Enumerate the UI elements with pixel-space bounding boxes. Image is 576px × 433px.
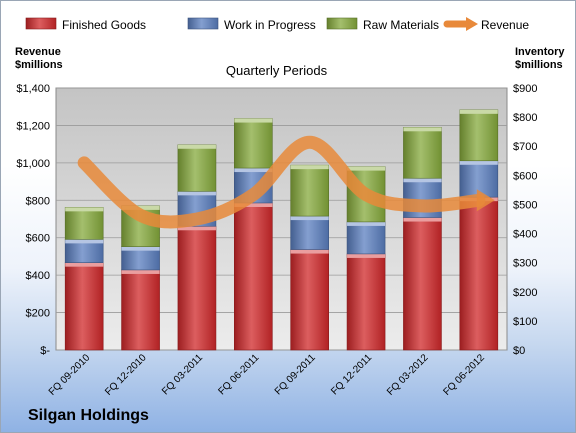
- category-label: FQ 12-2010: [103, 352, 149, 398]
- bar-top-highlight: [121, 269, 160, 274]
- bar-top-highlight: [177, 191, 216, 196]
- legend-label: Finished Goods: [62, 18, 146, 32]
- legend-label: Work in Progress: [224, 18, 316, 32]
- category-label: FQ 09-2011: [273, 352, 318, 397]
- left-tick-label: $600: [26, 233, 50, 245]
- bar-top-highlight: [234, 168, 273, 173]
- right-tick-label: $600: [513, 170, 537, 182]
- legend-swatch: [25, 17, 57, 30]
- bar-top-highlight: [403, 217, 442, 222]
- left-tick-label: $1,200: [16, 120, 50, 132]
- bar-raw-materials: [290, 164, 329, 217]
- bar-top-highlight: [121, 246, 160, 251]
- legend-label: Raw Materials: [363, 18, 439, 32]
- bar-work-in-progress: [346, 221, 386, 255]
- bar-finished-goods: [177, 225, 217, 351]
- right-axis-title: Inventory $millions: [515, 46, 565, 72]
- bar-finished-goods: [121, 269, 160, 351]
- revenue-line: [77, 135, 486, 229]
- category-label: FQ 03-2012: [385, 352, 431, 398]
- right-tick-label: $300: [513, 258, 537, 270]
- bar-top-highlight: [290, 216, 329, 221]
- bar-finished-goods: [290, 249, 329, 351]
- legend-swatch: [187, 17, 219, 30]
- bar-finished-goods: [403, 217, 442, 351]
- right-tick-label: $100: [513, 316, 537, 328]
- bar-raw-materials: [64, 207, 104, 240]
- left-tick-label: $1,400: [16, 83, 50, 95]
- bar-work-in-progress: [290, 215, 329, 250]
- bar-top-highlight: [177, 144, 216, 149]
- category-label: FQ 06-2012: [441, 352, 487, 398]
- left-axis-title-line1: Revenue: [15, 46, 61, 58]
- revenue-arrowhead: [476, 189, 495, 212]
- company-name: Silgan Holdings: [28, 407, 149, 424]
- legend-swatch-arrow: [466, 17, 478, 31]
- right-axis-title-line1: Inventory: [515, 46, 565, 58]
- bar-top-highlight: [234, 202, 273, 207]
- legend-swatch: [326, 17, 358, 30]
- category-label: FQ 06-2011: [216, 352, 261, 397]
- left-axis-title-line2: $millions: [15, 59, 63, 71]
- bar-finished-goods: [234, 202, 273, 351]
- bar-top-highlight: [290, 249, 329, 254]
- right-tick-label: $500: [513, 199, 537, 211]
- right-tick-label: $900: [513, 83, 537, 95]
- left-tick-label: $800: [26, 195, 50, 207]
- right-axis-title-line2: $millions: [515, 59, 563, 71]
- chart-title: Quarterly Periods: [226, 63, 328, 78]
- category-label: FQ 09-2010: [47, 352, 93, 398]
- left-tick-label: $200: [26, 308, 50, 320]
- bar-finished-goods: [346, 253, 386, 351]
- left-axis-title: Revenue $millions: [15, 46, 63, 72]
- bar-top-highlight: [347, 253, 386, 258]
- bar-top-highlight: [403, 127, 442, 132]
- left-tick-label: $-: [40, 345, 50, 357]
- category-label: FQ 03-2011: [160, 352, 205, 397]
- bar-finished-goods: [64, 262, 104, 351]
- bar-raw-materials: [403, 127, 442, 179]
- right-tick-label: $800: [513, 112, 537, 124]
- right-tick-label: $700: [513, 141, 537, 153]
- left-tick-label: $1,000: [16, 158, 50, 170]
- category-label: FQ 12-2011: [329, 352, 374, 397]
- bar-top-highlight: [65, 239, 104, 244]
- legend-label: Revenue: [481, 18, 529, 32]
- right-tick-label: $0: [513, 345, 525, 357]
- bar-top-highlight: [65, 207, 104, 212]
- bar-top-highlight: [65, 262, 104, 267]
- bar-top-highlight: [459, 109, 498, 114]
- bar-raw-materials: [459, 109, 499, 162]
- left-tick-label: $400: [26, 270, 50, 282]
- bar-top-highlight: [234, 118, 273, 123]
- bar-top-highlight: [403, 178, 442, 183]
- bar-top-highlight: [177, 226, 216, 231]
- bar-finished-goods: [459, 196, 499, 351]
- right-tick-label: $200: [513, 287, 537, 299]
- bar-raw-materials: [234, 118, 273, 169]
- bar-top-highlight: [347, 166, 386, 171]
- bar-top-highlight: [459, 160, 498, 165]
- bar-top-highlight: [347, 221, 386, 226]
- right-tick-label: $400: [513, 229, 537, 241]
- bar-top-highlight: [290, 165, 329, 170]
- bar-raw-materials: [177, 144, 217, 192]
